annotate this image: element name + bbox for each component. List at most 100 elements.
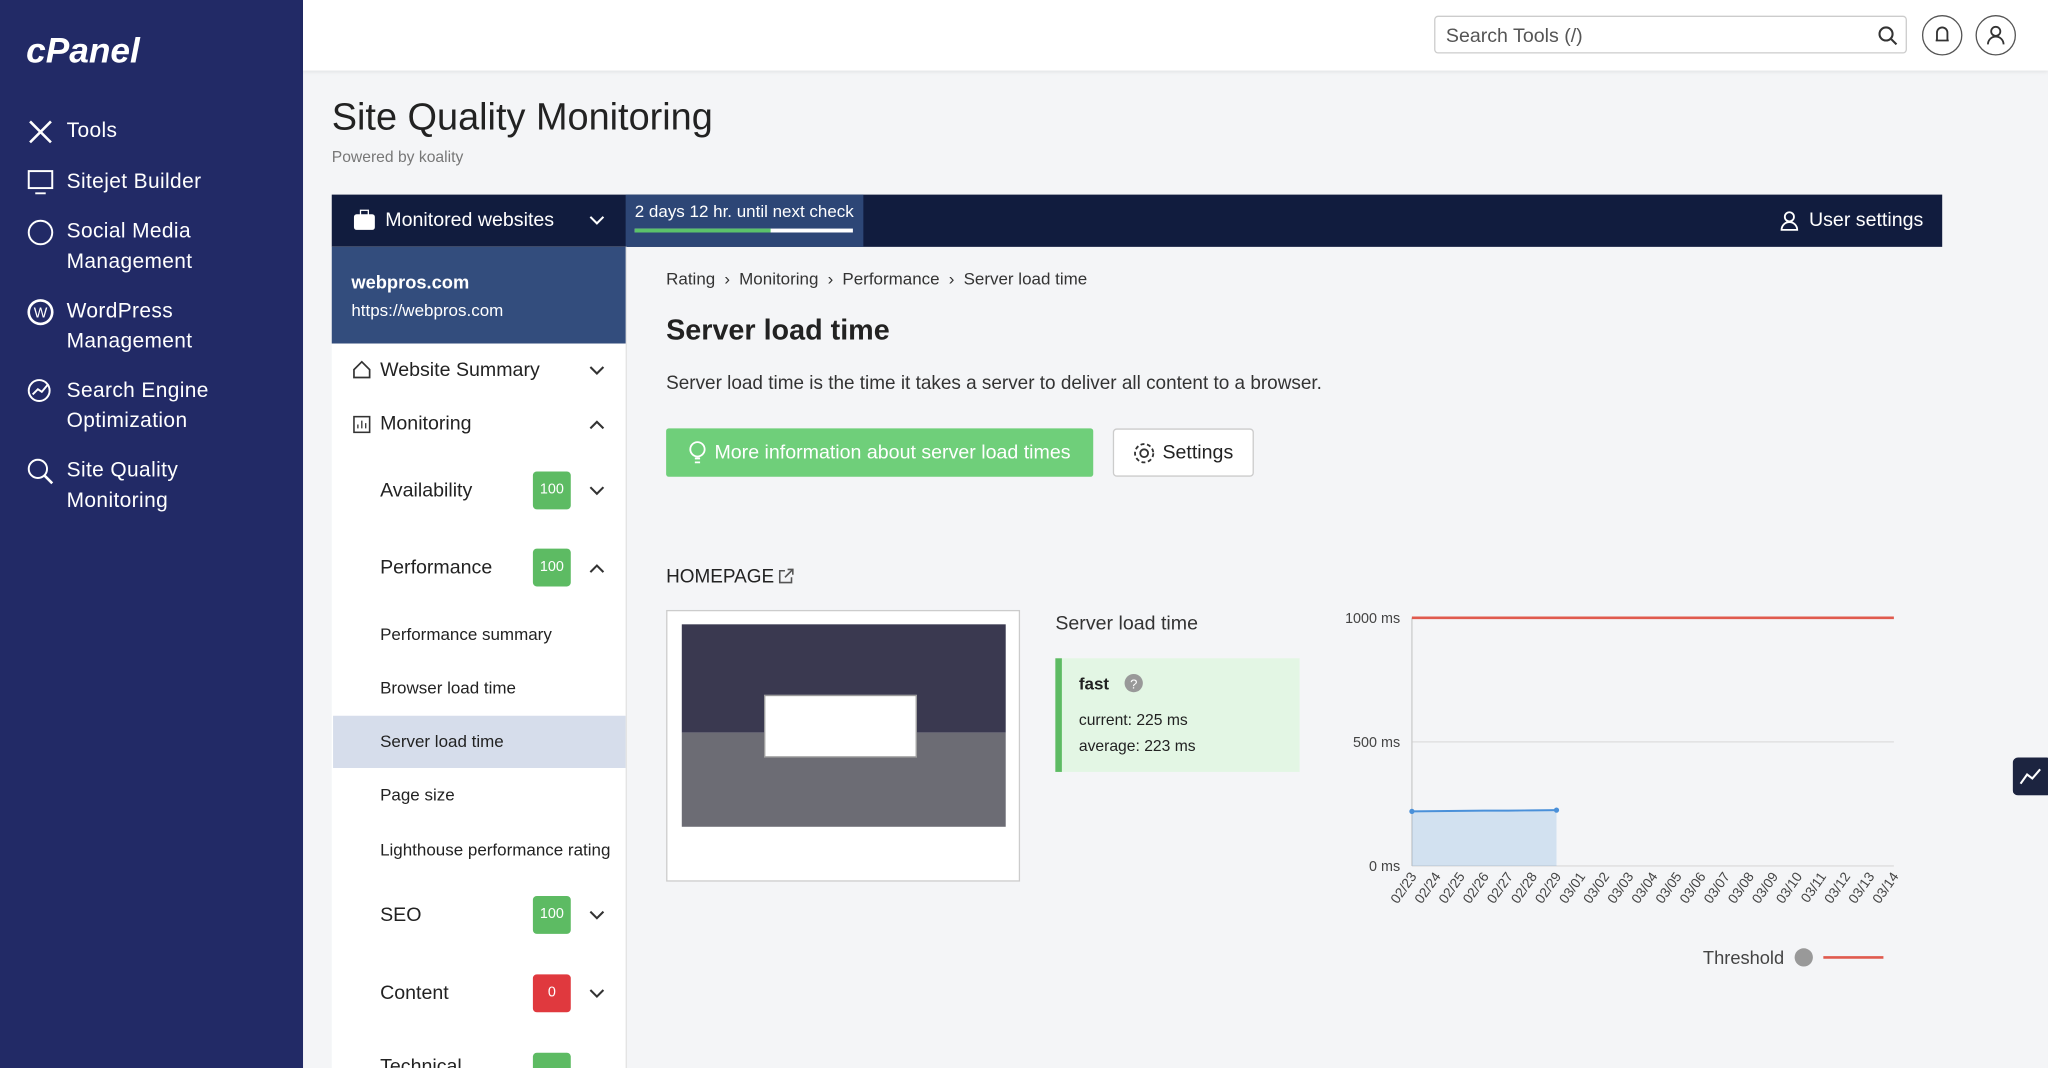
info-button-text: More information about server load times: [714, 441, 1071, 464]
description: Server load time is the time it takes a …: [666, 373, 1322, 395]
site-url: https://webpros.com: [351, 300, 504, 320]
chevron: [589, 989, 605, 999]
chevron: [589, 420, 605, 430]
nav-icon: [27, 219, 54, 246]
page-subtitle: Powered by koality: [331, 147, 464, 166]
site-name: webpros.com: [351, 271, 470, 293]
menu-item[interactable]: SEO: [380, 903, 422, 927]
submenu-item[interactable]: Lighthouse performance rating: [380, 839, 611, 860]
nav-item[interactable]: Tools: [66, 120, 118, 143]
next-check-text: 2 days 12 hr. until next check: [634, 201, 854, 221]
metric-title: Server load time: [1055, 612, 1198, 635]
area: [1411, 810, 1557, 866]
thumb-dialog: [764, 694, 917, 758]
user-settings[interactable]: User settings: [1808, 208, 1924, 232]
page-title: Site Quality Monitoring: [331, 96, 713, 139]
search-placeholder: Search Tools (/): [1445, 24, 1583, 48]
score-badge: 100: [532, 895, 571, 934]
score-badge: 100: [532, 548, 571, 587]
nav-icon: [27, 170, 54, 195]
external-link-icon[interactable]: [778, 568, 794, 584]
current-value: current: 225 ms: [1078, 710, 1188, 729]
x-tick-label: 03/10: [1773, 869, 1805, 906]
y-tick-label: 1000 ms: [1345, 611, 1400, 627]
gear-icon: [1134, 443, 1155, 464]
breadcrumb-item[interactable]: Performance: [842, 269, 940, 289]
chevron: [589, 564, 605, 573]
info-button[interactable]: More information about server load times: [666, 428, 1094, 477]
user-settings-icon: [1780, 211, 1799, 231]
y-tick-label: 0 ms: [1369, 859, 1400, 875]
monitoring-icon: [353, 415, 371, 434]
point: [1553, 807, 1560, 813]
menu-item[interactable]: Monitoring: [380, 412, 472, 435]
breadcrumb-item: Server load time: [963, 269, 1088, 289]
breadcrumb-item[interactable]: Monitoring: [739, 269, 819, 289]
sidebar: cPanel Tools Sitejet Builder Social Medi…: [0, 0, 304, 1068]
nav-item[interactable]: Site Quality Monitoring: [66, 459, 179, 512]
toolbar: [331, 194, 1943, 247]
menu-item[interactable]: Content: [380, 982, 449, 1005]
breadcrumb: Rating › Monitoring › Performance › Server loa…: [666, 269, 1087, 289]
submenu-item[interactable]: Server load time: [380, 731, 504, 752]
nav-item[interactable]: Sitejet Builder: [66, 171, 202, 194]
settings-button-text: Settings: [1162, 441, 1234, 464]
nav-item[interactable]: WordPress Management: [66, 300, 193, 353]
menu-item[interactable]: Availability: [380, 479, 473, 502]
score-badge: 0: [532, 974, 571, 1013]
homepage-thumbnail: [666, 609, 1021, 882]
settings-button[interactable]: Settings: [1112, 428, 1254, 477]
websites-icon: [353, 209, 375, 230]
section-title: HOMEPAGE: [666, 566, 775, 588]
home-icon: [353, 360, 371, 379]
help-icon: [1794, 948, 1813, 967]
nav-item[interactable]: Search Engine Optimization: [66, 380, 209, 433]
separator: ›: [948, 269, 955, 289]
logo[interactable]: cPanel: [26, 31, 140, 71]
average-value: average: 223 ms: [1078, 736, 1196, 755]
search-box[interactable]: Search Tools (/): [1434, 15, 1907, 54]
menu-item[interactable]: Website Summary: [380, 359, 540, 382]
svg-text:?: ?: [1130, 676, 1137, 691]
user-button[interactable]: [1975, 14, 2017, 56]
nav-icon: [27, 379, 51, 402]
separator: ›: [827, 269, 834, 289]
websites-dropdown[interactable]: Monitored websites: [385, 208, 555, 232]
notifications-button[interactable]: [1921, 14, 1963, 56]
status: fast: [1078, 673, 1110, 694]
side-chart-button[interactable]: [2012, 757, 2048, 796]
progress-fill: [634, 228, 771, 233]
submenu-item[interactable]: Page size: [380, 784, 455, 805]
submenu-item[interactable]: Browser load time: [380, 677, 516, 698]
selected-row: [333, 715, 626, 768]
bulb-icon: [689, 441, 706, 464]
legend-label: Threshold: [1703, 947, 1784, 968]
nav-item[interactable]: Social Media Management: [66, 220, 193, 273]
help-icon[interactable]: ?: [1123, 673, 1144, 694]
score-badge: 100: [532, 471, 571, 510]
point: [1409, 808, 1415, 814]
status-box: fast ? current: 225 ms average: 223 ms: [1055, 658, 1300, 772]
chevron: [589, 910, 605, 920]
chevron: [589, 366, 605, 376]
x-tick-label: 03/14: [1870, 869, 1902, 906]
score-badge: [532, 1052, 571, 1068]
svg-text:W: W: [34, 305, 48, 321]
menu-item[interactable]: Technical: [380, 1055, 462, 1068]
line: [1411, 809, 1557, 813]
nav-icon: W: [27, 299, 54, 326]
menu-item[interactable]: Performance: [380, 556, 493, 579]
y-tick-label: 500 ms: [1353, 735, 1400, 751]
left-menu: [331, 246, 627, 1068]
search-icon: [1878, 26, 1898, 46]
chevron: [589, 486, 605, 496]
heading: Server load time: [666, 313, 890, 347]
submenu-item[interactable]: Performance summary: [380, 624, 552, 644]
nav-icon: [27, 458, 54, 485]
breadcrumb-item[interactable]: Rating: [666, 269, 716, 289]
site-block[interactable]: webpros.com https://webpros.com: [331, 246, 626, 344]
chevron: [589, 216, 605, 225]
